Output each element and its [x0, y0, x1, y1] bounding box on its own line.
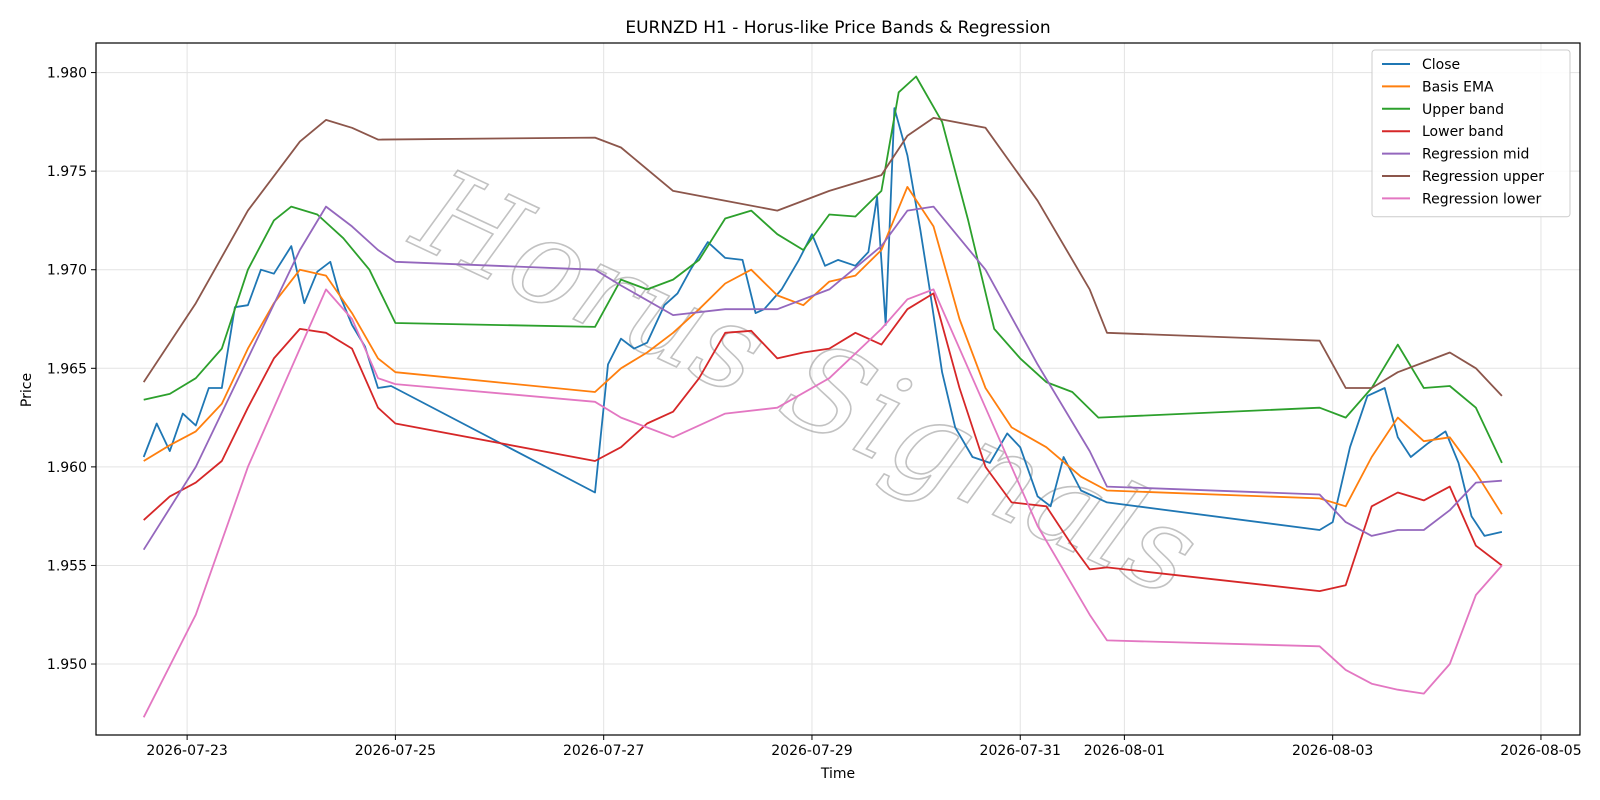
x-tick-label: 2026-07-25 — [355, 743, 436, 759]
x-tick-label: 2026-07-27 — [563, 743, 644, 759]
x-axis-ticks: 2026-07-23 2026-07-25 2026-07-27 2026-07-29… — [146, 735, 1582, 759]
y-tick-label: 1.965 — [47, 361, 87, 377]
legend-label-regression-upper: Regression upper — [1422, 169, 1544, 185]
series-lines — [142, 75, 1503, 718]
x-tick-label: 2026-08-03 — [1292, 743, 1373, 759]
y-tick-label: 1.955 — [47, 558, 87, 574]
y-tick-label: 1.975 — [47, 164, 87, 180]
y-axis-ticks: 1.950 1.955 1.960 1.965 1.970 1.975 1.980 — [47, 66, 96, 673]
plot-area-frame — [95, 42, 1581, 736]
chart-title: EURNZD H1 - Horus-like Price Bands & Reg… — [625, 18, 1050, 38]
legend-label-regression-lower: Regression lower — [1422, 191, 1542, 207]
y-tick-label: 1.970 — [47, 263, 87, 279]
y-tick-label: 1.980 — [47, 66, 87, 82]
x-axis-title: Time — [820, 766, 855, 782]
x-tick-label: 2026-08-05 — [1500, 743, 1581, 759]
y-tick-label: 1.960 — [47, 460, 87, 476]
legend-label-close: Close — [1422, 57, 1460, 73]
legend-label-regression-mid: Regression mid — [1422, 147, 1529, 163]
legend-label-upper-band: Upper band — [1422, 102, 1504, 118]
legend-label-lower-band: Lower band — [1422, 124, 1504, 140]
series-line-upper-band — [143, 75, 1503, 464]
x-tick-label: 2026-08-01 — [1084, 743, 1165, 759]
x-tick-label: 2026-07-23 — [146, 743, 227, 759]
legend-label-basis-ema: Basis EMA — [1422, 79, 1494, 95]
legend-box — [1371, 49, 1571, 218]
y-axis-title: Price — [19, 373, 35, 407]
y-tick-label: 1.950 — [47, 657, 87, 673]
series-line-regression-mid — [142, 205, 1502, 551]
series-line-regression-upper — [142, 117, 1503, 397]
legend: Close Basis EMA Upper band Lower band Regres… — [1371, 49, 1571, 218]
x-tick-label: 2026-07-31 — [980, 743, 1061, 759]
series-line-basis-ema — [143, 186, 1503, 515]
series-line-regression-lower — [142, 288, 1503, 718]
series-line-lower-band — [143, 292, 1503, 592]
x-tick-label: 2026-07-29 — [771, 743, 852, 759]
